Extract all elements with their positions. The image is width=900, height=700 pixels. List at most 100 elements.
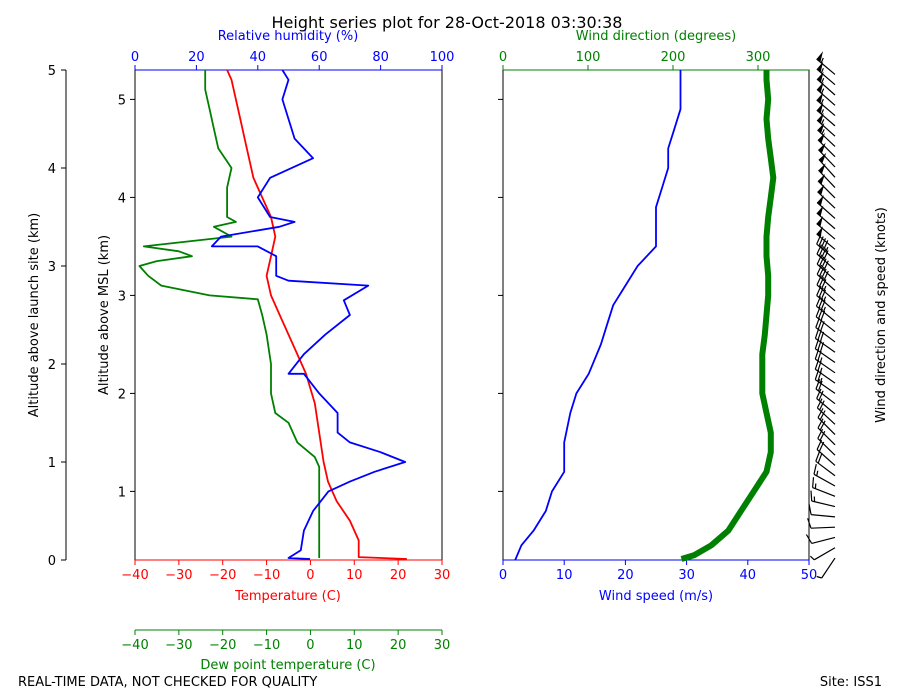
wind-barb-half-feather — [823, 296, 827, 302]
wind-barb-shaft — [818, 159, 836, 178]
wind-barb-shaft — [816, 407, 836, 425]
wind-barb-shaft — [816, 449, 836, 466]
wind-barb-shaft — [816, 295, 836, 312]
wind-barb-shaft — [814, 348, 836, 364]
windspeed-tick-label: 30 — [678, 568, 695, 583]
chart-title: Height series plot for 28-Oct-2018 03:30… — [272, 13, 623, 32]
wind-barb-flag — [816, 61, 824, 73]
wind-barb-shaft — [821, 557, 836, 579]
rh-axis-label: Relative humidity (%) — [218, 29, 359, 44]
wind-barb-flag — [816, 205, 824, 217]
wind-barb-half-feather — [821, 129, 825, 135]
msl-tick-label: 4 — [118, 191, 126, 206]
wind-barb-flag — [816, 102, 824, 114]
dewpoint-tick-label: −30 — [165, 638, 192, 653]
wind-barb-flag — [818, 173, 826, 185]
wind-frame — [502, 69, 810, 561]
msl-altitude-label: Altitude above MSL (km) — [97, 235, 112, 395]
wind-barb-half-feather — [816, 470, 819, 476]
wind-barb-feather — [820, 248, 827, 259]
wind-barb-feather — [807, 518, 812, 529]
wind-barb-shaft — [816, 273, 836, 291]
wind-barb-shaft — [817, 417, 836, 435]
wind-barb-half-feather — [821, 119, 825, 125]
temp-tick-label: −40 — [121, 568, 148, 583]
wind-barb-feather — [823, 250, 829, 261]
wind-barb-shaft — [811, 536, 836, 544]
dewpoint-tick-label: 0 — [306, 638, 314, 653]
wind-barb-feather — [817, 418, 824, 429]
launch-tick-label: 4 — [48, 162, 56, 177]
wind-barb-feather — [814, 328, 820, 339]
wind-barb-shaft — [816, 305, 836, 322]
wind-barb-half-feather — [819, 367, 823, 373]
dewpoint-tick-label: 20 — [390, 638, 407, 653]
winddir-tick-label: 100 — [576, 50, 601, 65]
winddir-axis-label: Wind direction (degrees) — [576, 29, 736, 44]
wind-barbs — [805, 51, 836, 579]
wind-barb-shaft — [812, 487, 836, 497]
launch-tick-label: 2 — [48, 358, 56, 373]
rh-tick-label: 80 — [372, 50, 389, 65]
dewpoint-line — [138, 70, 321, 558]
wind-barb-feather — [819, 410, 826, 420]
wind-barb-flag — [817, 195, 824, 206]
wind-barb-feather — [816, 398, 823, 409]
wind-barb-shaft — [815, 388, 836, 405]
wind-barb-shaft — [816, 284, 836, 302]
windspeed-axis-label: Wind speed (m/s) — [599, 589, 713, 604]
wind-barb-half-feather — [823, 285, 827, 292]
wind-barb-feather — [815, 451, 821, 462]
windspeed-tick-label: 0 — [499, 568, 507, 583]
wind-barb-feather — [817, 408, 824, 418]
wind-barb-feather — [818, 256, 825, 267]
rh-tick-label: 60 — [311, 50, 328, 65]
wind-barb-shaft — [816, 212, 836, 230]
wind-barb-shaft — [813, 547, 836, 561]
wind-barb-feather — [821, 268, 827, 279]
msl-tick-label: 2 — [118, 387, 126, 402]
windspeed-tick-label: 10 — [556, 568, 573, 583]
wind-barb-shaft — [814, 379, 836, 394]
wind-barb-half-feather — [820, 78, 825, 84]
winddir-tick-label: 300 — [746, 50, 771, 65]
wind-barb-flag — [817, 81, 824, 93]
wind-barb-flag — [818, 163, 826, 174]
wind-barb-flag — [816, 92, 824, 104]
temp-tick-label: −20 — [209, 568, 236, 583]
wind-barb-feather — [818, 246, 825, 257]
wind-barb-shaft — [817, 191, 836, 209]
wind-barb-half-feather — [825, 246, 829, 253]
wind-barb-shaft — [811, 500, 836, 508]
data-series — [138, 69, 777, 562]
wind-barb-feather — [815, 379, 821, 390]
wind-barb-shaft — [816, 78, 836, 96]
wind-barb-half-feather — [820, 67, 824, 74]
wind-barb-shaft — [810, 526, 836, 529]
wind-barb-feather — [816, 244, 822, 255]
wind-barb-shaft — [817, 437, 836, 456]
wind-barb-shaft — [816, 202, 836, 219]
wind-barb-feather — [819, 430, 826, 441]
rh-tick-label: 20 — [188, 50, 205, 65]
wind-barb-feather — [813, 463, 817, 475]
rh-tick-label: 100 — [430, 50, 455, 65]
winddir-tick-label: 0 — [499, 50, 507, 65]
rh-tick-label: 0 — [131, 50, 139, 65]
dewpoint-tick-label: 10 — [346, 638, 363, 653]
wind-barb-feather — [817, 380, 823, 392]
temp-tick-label: 10 — [346, 568, 363, 583]
wind-barb-shaft — [813, 473, 836, 487]
quality-disclaimer: REAL-TIME DATA, NOT CHECKED FOR QUALITY — [18, 675, 317, 690]
msl-tick-label: 1 — [118, 485, 126, 500]
wind-barb-feather — [816, 264, 823, 275]
dewpoint-tick-label: −40 — [121, 638, 148, 653]
wind-speed-line — [514, 70, 682, 561]
wind-barb-feather — [805, 534, 813, 544]
wind-barb-shaft — [814, 368, 836, 384]
windspeed-tick-label: 40 — [740, 568, 757, 583]
barbs-axis-label: Wind direction and speed (knots) — [874, 207, 889, 423]
wind-barb-half-feather — [819, 357, 823, 363]
wind-barb-shaft — [815, 327, 836, 343]
